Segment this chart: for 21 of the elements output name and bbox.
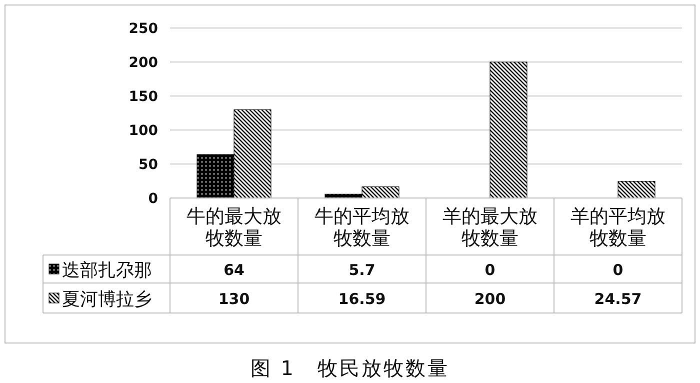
data-label: 0: [612, 261, 624, 279]
x-tick-label: 羊的平均放牧数量: [570, 206, 666, 250]
data-label: 5.7: [348, 261, 376, 279]
x-tick-label: 牛的平均放牧数量: [314, 206, 410, 250]
x-tick-label: 牛的最大放牧数量: [186, 206, 282, 250]
y-tick-label: 100: [128, 123, 158, 139]
x-tick-label: 羊的最大放牧数量: [442, 206, 538, 250]
y-tick-label: 50: [138, 157, 158, 173]
y-tick-label: 150: [128, 89, 158, 105]
data-label: 24.57: [594, 290, 642, 308]
data-label: 16.59: [338, 290, 386, 308]
data-label: 0: [484, 261, 496, 279]
y-tick-label: 200: [128, 55, 158, 71]
text: 图 1 牧民放牧数量: [250, 356, 450, 380]
y-tick-label: 250: [128, 21, 158, 37]
data-label: 200: [474, 290, 506, 308]
data-label: 64: [224, 261, 244, 279]
y-tick-label: 0: [148, 191, 158, 207]
legend-label: 夏河博拉乡: [62, 289, 152, 310]
data-label: 130: [218, 290, 250, 308]
legend-label: 迭部扎尕那: [62, 260, 152, 281]
